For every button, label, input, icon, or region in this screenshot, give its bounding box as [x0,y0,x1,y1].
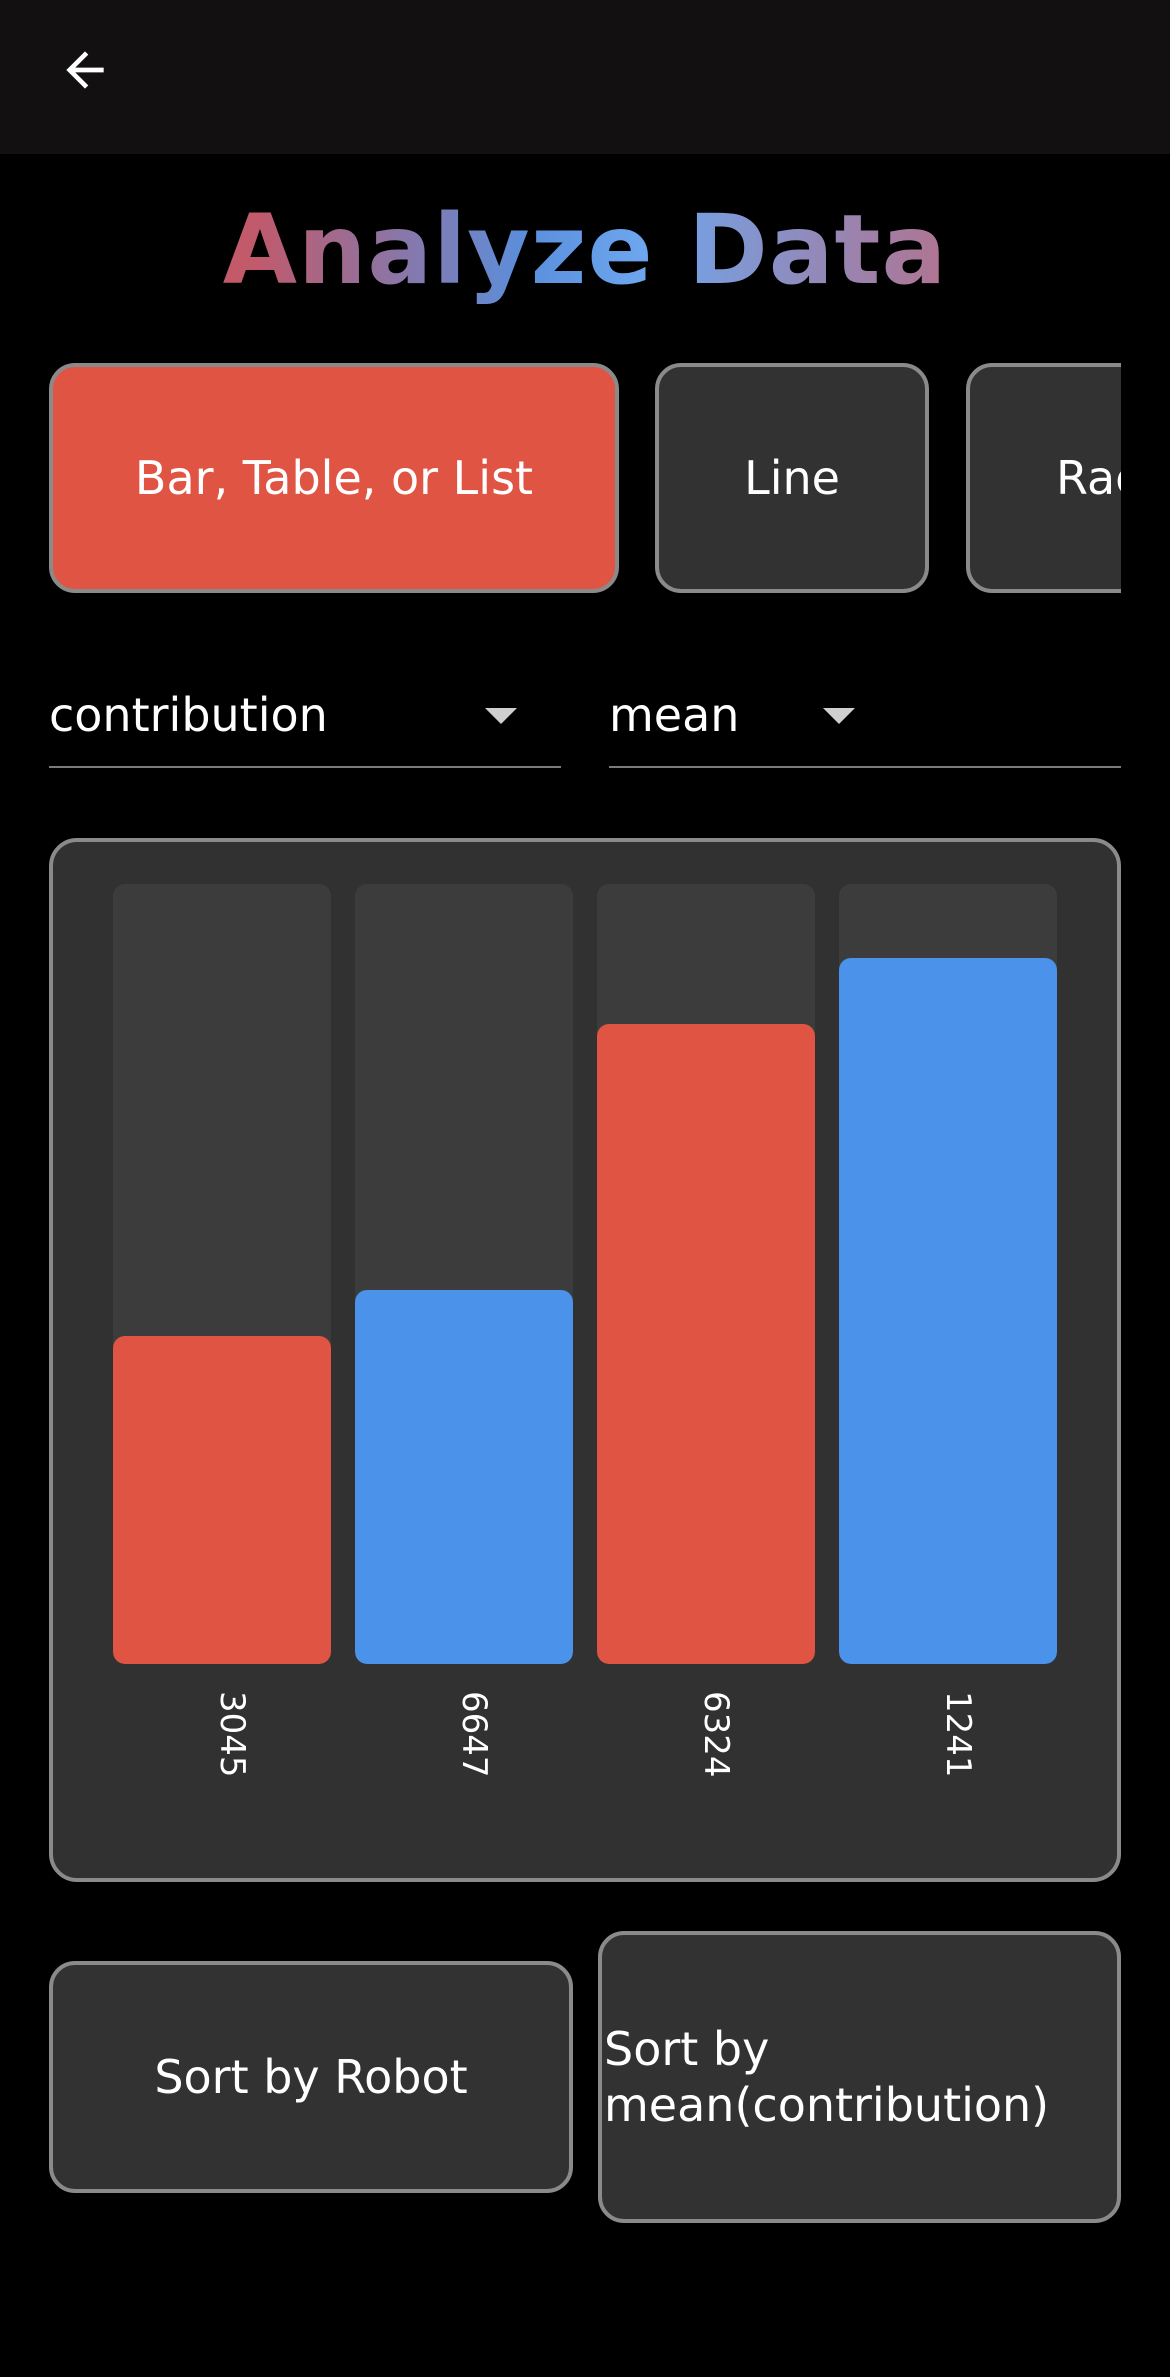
tab-line[interactable]: Line [655,363,929,593]
bar-track [355,884,573,1664]
chart-type-selector: Bar, Table, or List Line Rac [49,363,1121,599]
chevron-down-icon [485,708,517,724]
bar-6324[interactable] [597,1024,815,1664]
tab-radar[interactable]: Rac [966,363,1121,593]
bar-label-1241: 1241 [938,1690,978,1778]
aggregation-dropdown[interactable]: mean [609,660,1121,768]
bar-1241[interactable] [839,958,1057,1664]
chevron-down-icon [823,708,855,724]
page-title: Analyze Data [0,190,1170,310]
tab-bar-table-list[interactable]: Bar, Table, or List [49,363,619,593]
sort-by-robot-button[interactable]: Sort by Robot [49,1961,573,2193]
sort-by-metric-button[interactable]: Sort by mean(contribution) [598,1931,1121,2223]
field-dropdown-value: contribution [49,688,328,742]
bar-label-6647: 6647 [454,1690,494,1778]
aggregation-dropdown-value: mean [609,688,740,742]
chart-panel: 3045 6647 6324 1241 [49,838,1121,1882]
bar-track [113,884,331,1664]
bar-label-3045: 3045 [212,1690,252,1778]
back-button[interactable] [40,30,130,110]
bar-3045[interactable] [113,1336,331,1664]
arrow-left-icon [66,51,104,89]
bar-label-6324: 6324 [696,1690,736,1778]
bar-track [597,884,815,1664]
bar-6647[interactable] [355,1290,573,1664]
bar-track [839,884,1057,1664]
app-bar [0,0,1170,154]
field-dropdown[interactable]: contribution [49,660,561,768]
